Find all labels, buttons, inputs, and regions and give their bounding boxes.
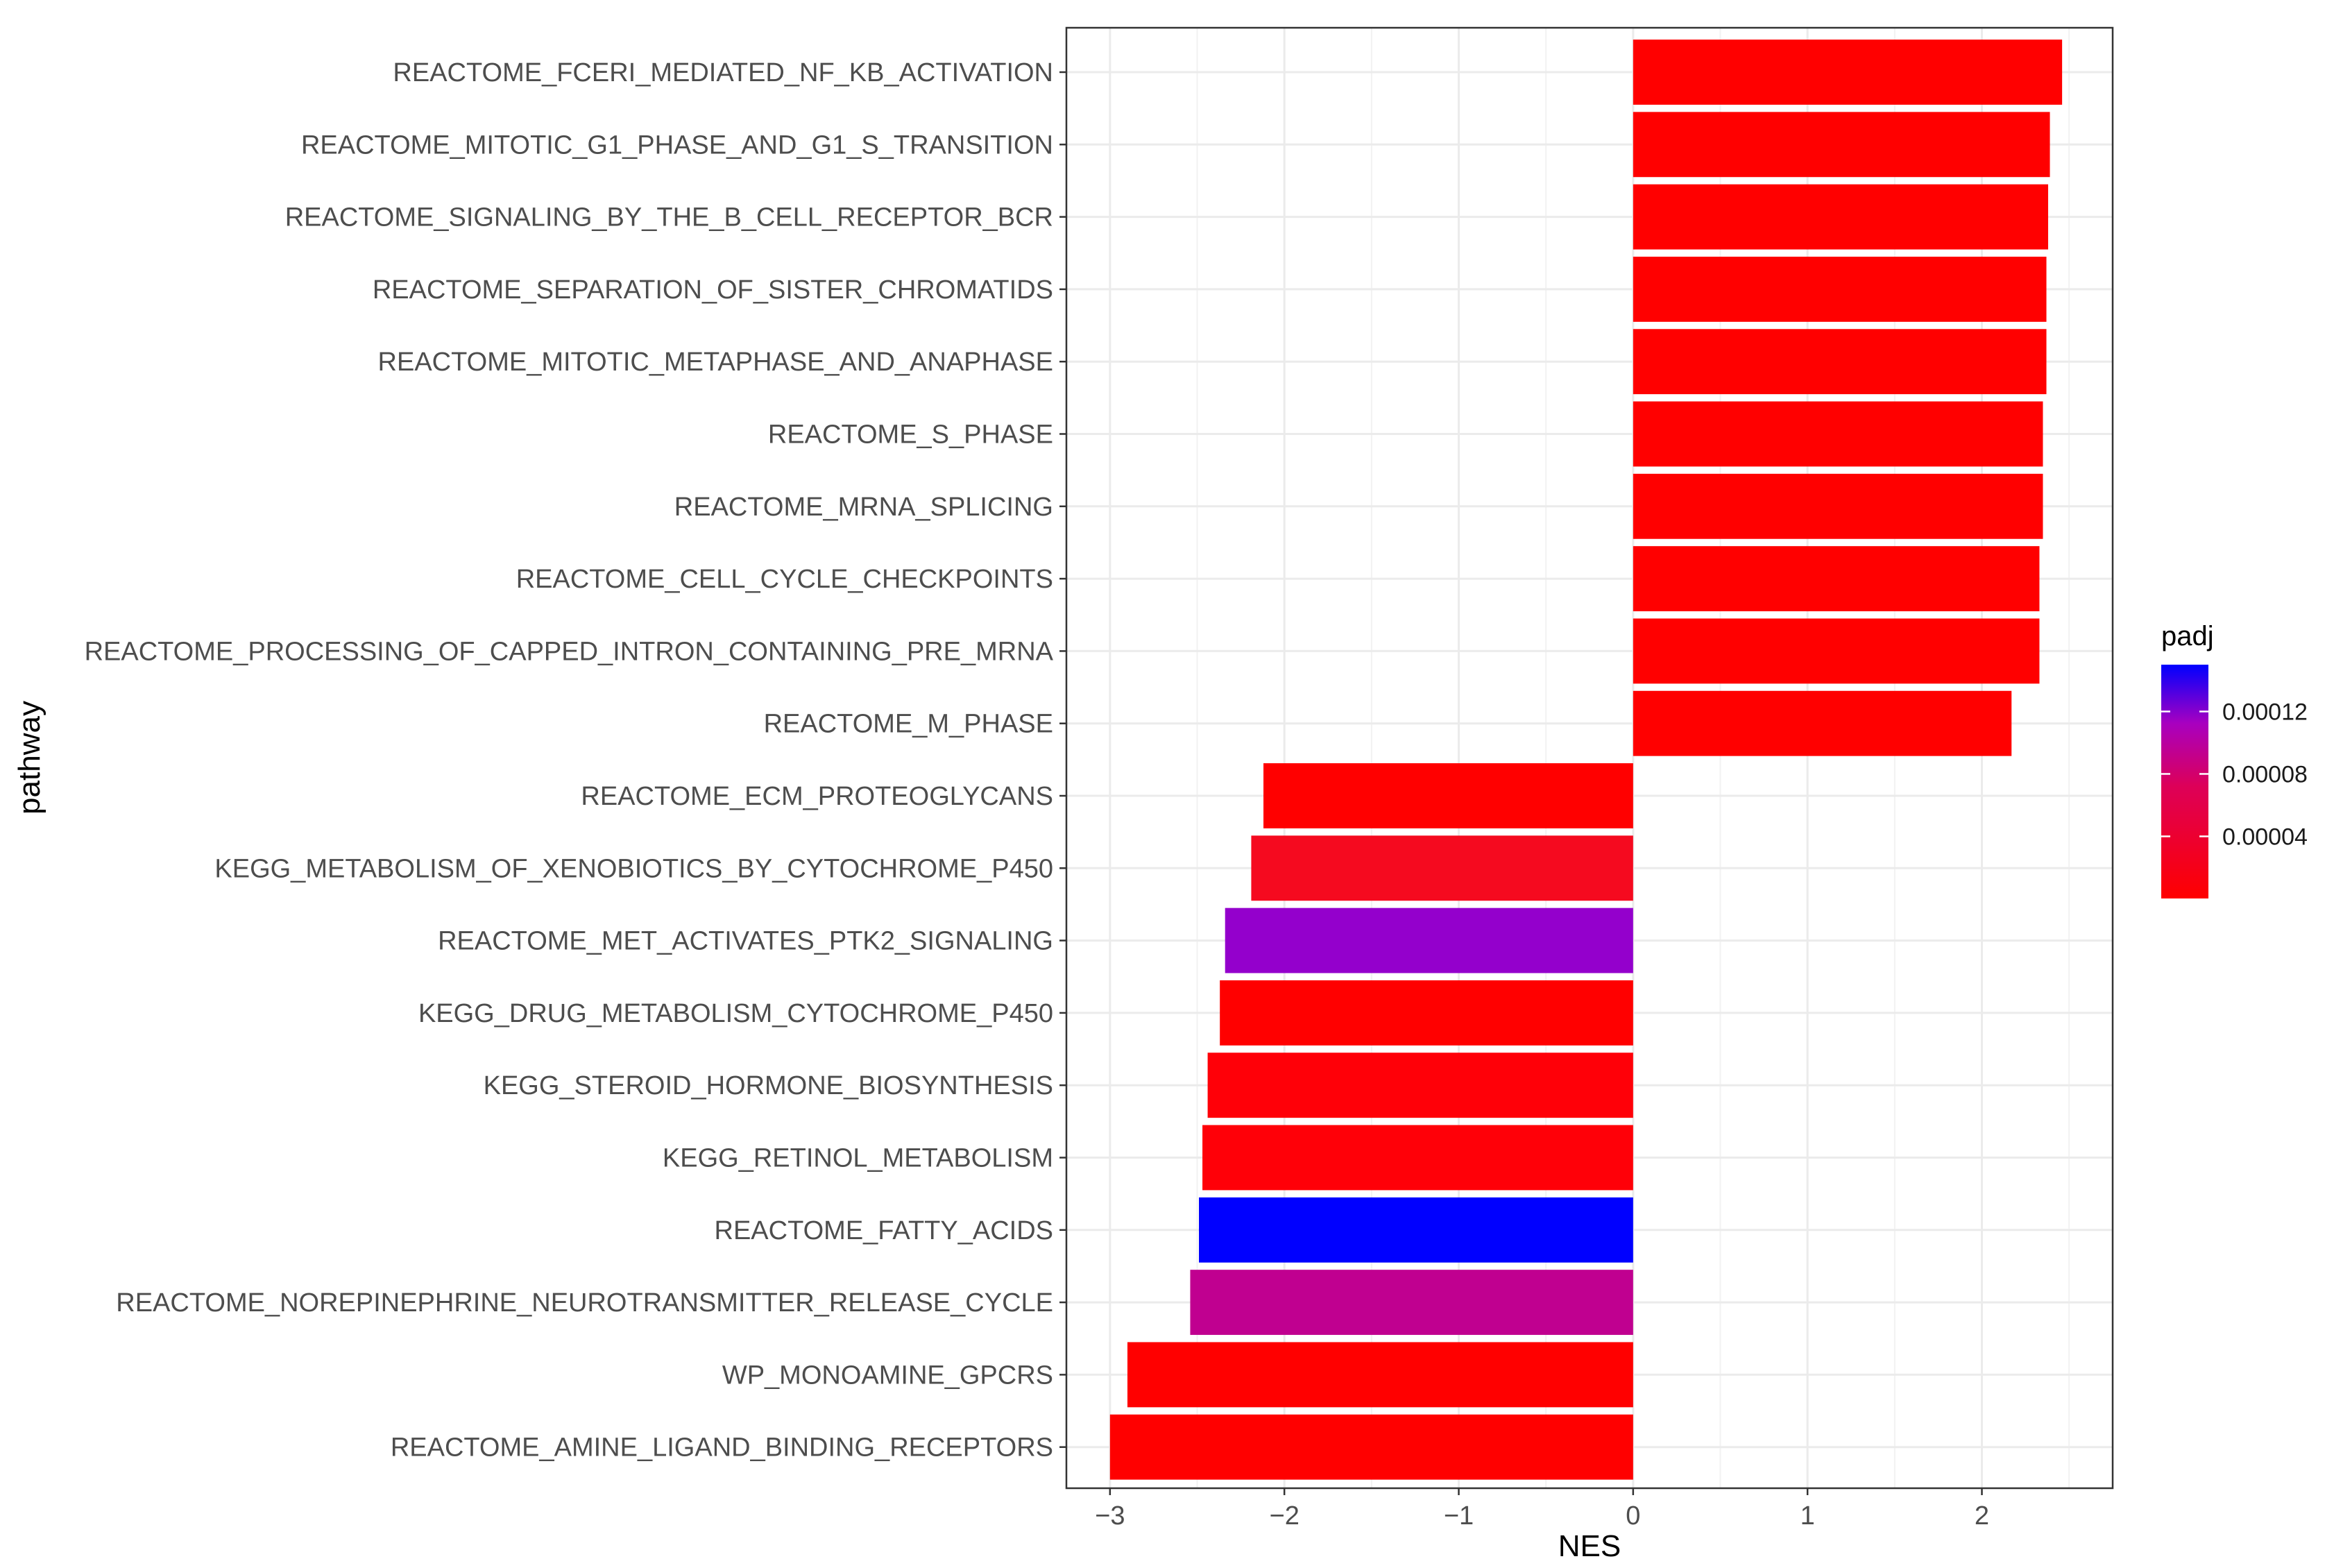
x-axis-title: NES <box>1558 1529 1621 1563</box>
bar <box>1633 473 2043 539</box>
bar <box>1109 1414 1633 1480</box>
pathway-label: KEGG_DRUG_METABOLISM_CYTOCHROME_P450 <box>418 999 1053 1028</box>
x-tick-label: 2 <box>1975 1501 1989 1531</box>
bar <box>1225 907 1633 973</box>
legend-tick-label: 0.00004 <box>2222 824 2308 850</box>
x-axis: −3 −2 −1 0 1 2 <box>1095 1488 1989 1531</box>
pathway-label: REACTOME_SIGNALING_BY_THE_B_CELL_RECEPTO… <box>285 203 1053 232</box>
pathway-label: REACTOME_MET_ACTIVATES_PTK2_SIGNALING <box>438 927 1053 956</box>
pathway-label: REACTOME_M_PHASE <box>764 710 1053 739</box>
bar <box>1190 1270 1633 1336</box>
bar <box>1633 40 2063 105</box>
bar <box>1633 690 2012 756</box>
bar <box>1207 1053 1633 1118</box>
pathway-label: REACTOME_AMINE_LIGAND_BINDING_RECEPTORS <box>391 1433 1053 1463</box>
x-tick-label: −2 <box>1270 1501 1300 1531</box>
bar <box>1633 329 2047 395</box>
bar <box>1633 184 2049 250</box>
legend-colorbar <box>2161 665 2208 898</box>
pathway-label: REACTOME_ECM_PROTEOGLYCANS <box>581 782 1053 811</box>
pathway-label: REACTOME_FATTY_ACIDS <box>715 1216 1053 1245</box>
pathway-label: REACTOME_MITOTIC_METAPHASE_AND_ANAPHASE <box>378 348 1053 377</box>
pathway-label: REACTOME_MITOTIC_G1_PHASE_AND_G1_S_TRANS… <box>301 130 1053 160</box>
bar <box>1220 980 1633 1046</box>
pathway-label: KEGG_RETINOL_METABOLISM <box>663 1144 1053 1173</box>
pathway-label: REACTOME_CELL_CYCLE_CHECKPOINTS <box>516 565 1053 594</box>
plot-panel-border <box>1065 26 2114 1490</box>
bars <box>1109 40 2063 1480</box>
x-tick-label: 1 <box>1800 1501 1815 1531</box>
bar <box>1633 401 2043 467</box>
pathway-label: REACTOME_PROCESSING_OF_CAPPED_INTRON_CON… <box>85 637 1054 666</box>
bar <box>1263 763 1633 828</box>
bar <box>1251 835 1633 901</box>
pathway-label: REACTOME_S_PHASE <box>768 420 1053 450</box>
bar <box>1633 112 2050 178</box>
y-axis: REACTOME_FCERI_MEDIATED_NF_KB_ACTIVATION… <box>85 58 1066 1463</box>
pathway-label: KEGG_STEROID_HORMONE_BIOSYNTHESIS <box>484 1071 1053 1100</box>
bar <box>1202 1125 1633 1191</box>
pathway-label: REACTOME_SEPARATION_OF_SISTER_CHROMATIDS <box>373 275 1053 305</box>
pathway-label: REACTOME_FCERI_MEDIATED_NF_KB_ACTIVATION <box>393 58 1053 87</box>
x-tick-label: −3 <box>1095 1501 1125 1531</box>
y-axis-title: pathway <box>12 701 46 815</box>
pathway-label: REACTOME_MRNA_SPLICING <box>674 493 1053 522</box>
legend-ticks: 0.00012 0.00008 0.00004 <box>2161 699 2308 850</box>
pathway-label: KEGG_METABOLISM_OF_XENOBIOTICS_BY_CYTOCH… <box>214 854 1053 883</box>
pathway-label: REACTOME_NOREPINEPHRINE_NEUROTRANSMITTER… <box>116 1288 1053 1318</box>
bar <box>1633 256 2047 322</box>
padj-legend: padj 0.00012 0.00008 0.00004 <box>2161 621 2308 898</box>
bar <box>1199 1197 1633 1263</box>
bar <box>1127 1342 1633 1408</box>
x-tick-label: −1 <box>1444 1501 1474 1531</box>
pathway-label: WP_MONOAMINE_GPCRS <box>722 1361 1053 1390</box>
x-tick-label: 0 <box>1626 1501 1640 1531</box>
legend-title: padj <box>2161 621 2214 651</box>
bar <box>1633 618 2040 684</box>
legend-tick-label: 0.00012 <box>2222 699 2308 725</box>
bar <box>1633 546 2040 612</box>
legend-tick-label: 0.00008 <box>2222 761 2308 787</box>
